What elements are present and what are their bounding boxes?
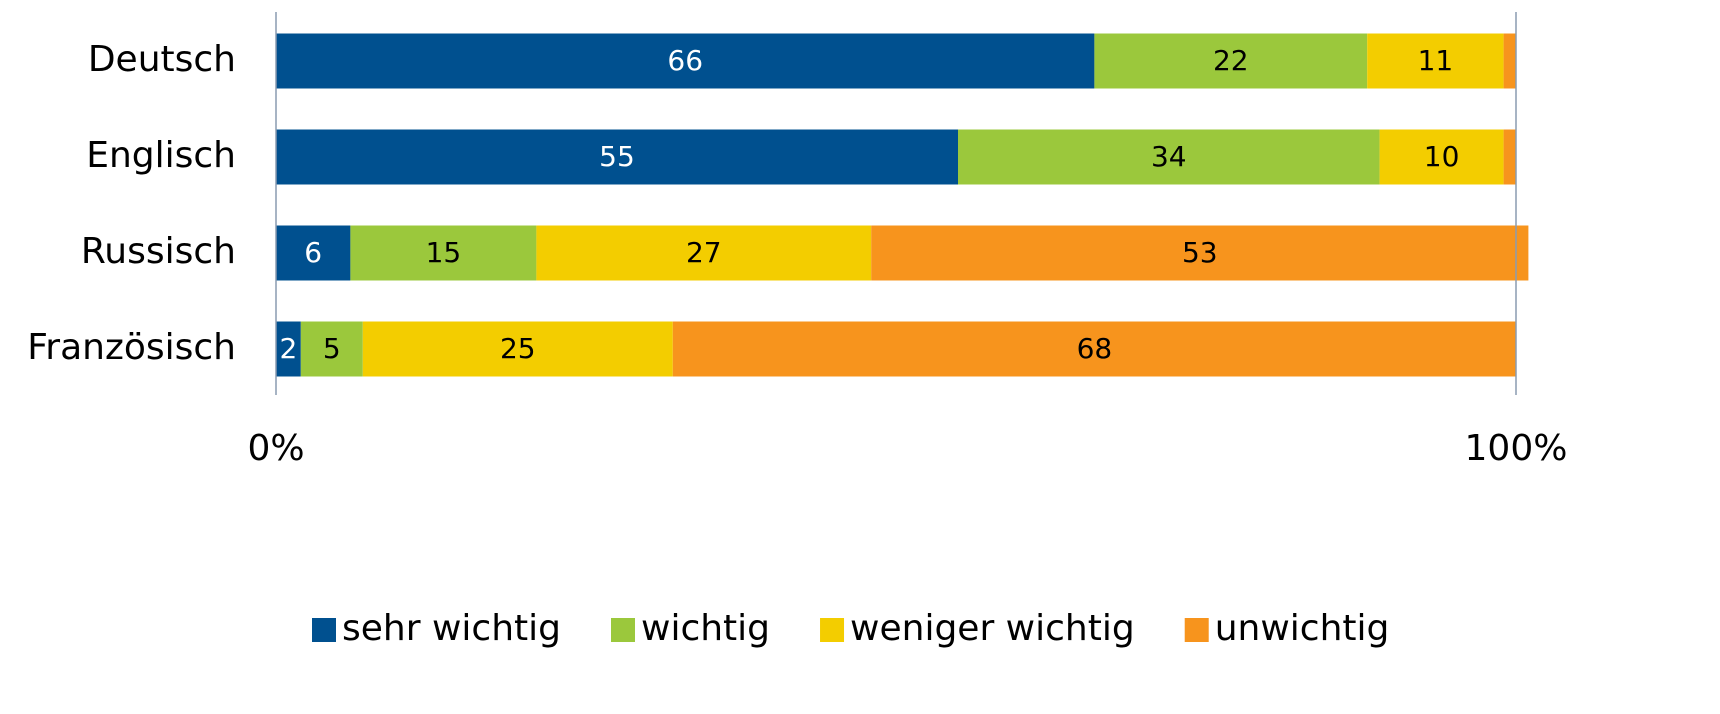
data-label: 27 [686,236,722,269]
bar-segment [276,33,1095,89]
data-label: 10 [1424,140,1460,173]
bar-segment [1094,33,1368,89]
bar-segment [276,129,958,185]
data-label: 66 [667,44,703,77]
bar-segment [300,321,363,377]
data-label: 6 [304,236,322,269]
bar-segment [350,225,537,281]
data-label: 55 [599,140,635,173]
x-tick-label: 100% [1465,428,1568,469]
data-label: 15 [426,236,462,269]
legend-swatch [312,618,336,642]
category-label: Französisch [27,327,236,368]
category-label: Englisch [86,135,236,176]
legend-label: unwichtig [1215,608,1390,649]
bar-segment [1503,129,1516,185]
data-label: 53 [1182,236,1218,269]
bar-segment [536,225,872,281]
data-label: 11 [1418,44,1454,77]
legend-swatch [1184,618,1209,642]
data-label: 25 [500,332,536,365]
category-label: Deutsch [88,39,236,80]
category-label: Russisch [81,231,236,272]
legend-label: wichtig [641,608,770,649]
bar-segment [958,129,1380,185]
data-label: 68 [1077,332,1113,365]
bar-segment [871,225,1529,281]
bar-segment [1367,33,1504,89]
x-tick-label: 0% [247,428,304,469]
legend-swatch [820,618,845,642]
bar-segment [362,321,673,377]
legend-label: sehr wichtig [342,608,561,649]
bar-segment [276,321,301,377]
data-label: 34 [1151,140,1187,173]
legend-swatch [611,618,635,642]
bar-segment [276,225,351,281]
data-label: 2 [279,332,297,365]
bar-segment [1503,33,1516,89]
legend-label: weniger wichtig [850,608,1135,649]
data-label: 5 [323,332,341,365]
bar-segment [672,321,1516,377]
data-label: 22 [1213,44,1249,77]
bar-segment [1379,129,1504,185]
